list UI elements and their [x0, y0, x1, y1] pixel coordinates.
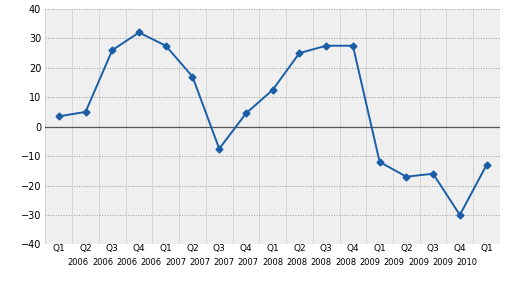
Bar [45, 9, 72, 244]
Bar [153, 9, 179, 244]
Bar [473, 9, 500, 244]
Bar [72, 9, 99, 244]
Bar [206, 9, 233, 244]
Bar [179, 9, 206, 244]
Bar [126, 9, 153, 244]
Bar [339, 9, 366, 244]
Bar [393, 9, 420, 244]
Bar [446, 9, 473, 244]
Bar [366, 9, 393, 244]
Bar [233, 9, 260, 244]
Bar [260, 9, 286, 244]
Bar [420, 9, 446, 244]
Bar [313, 9, 339, 244]
Bar [286, 9, 313, 244]
Bar [99, 9, 126, 244]
